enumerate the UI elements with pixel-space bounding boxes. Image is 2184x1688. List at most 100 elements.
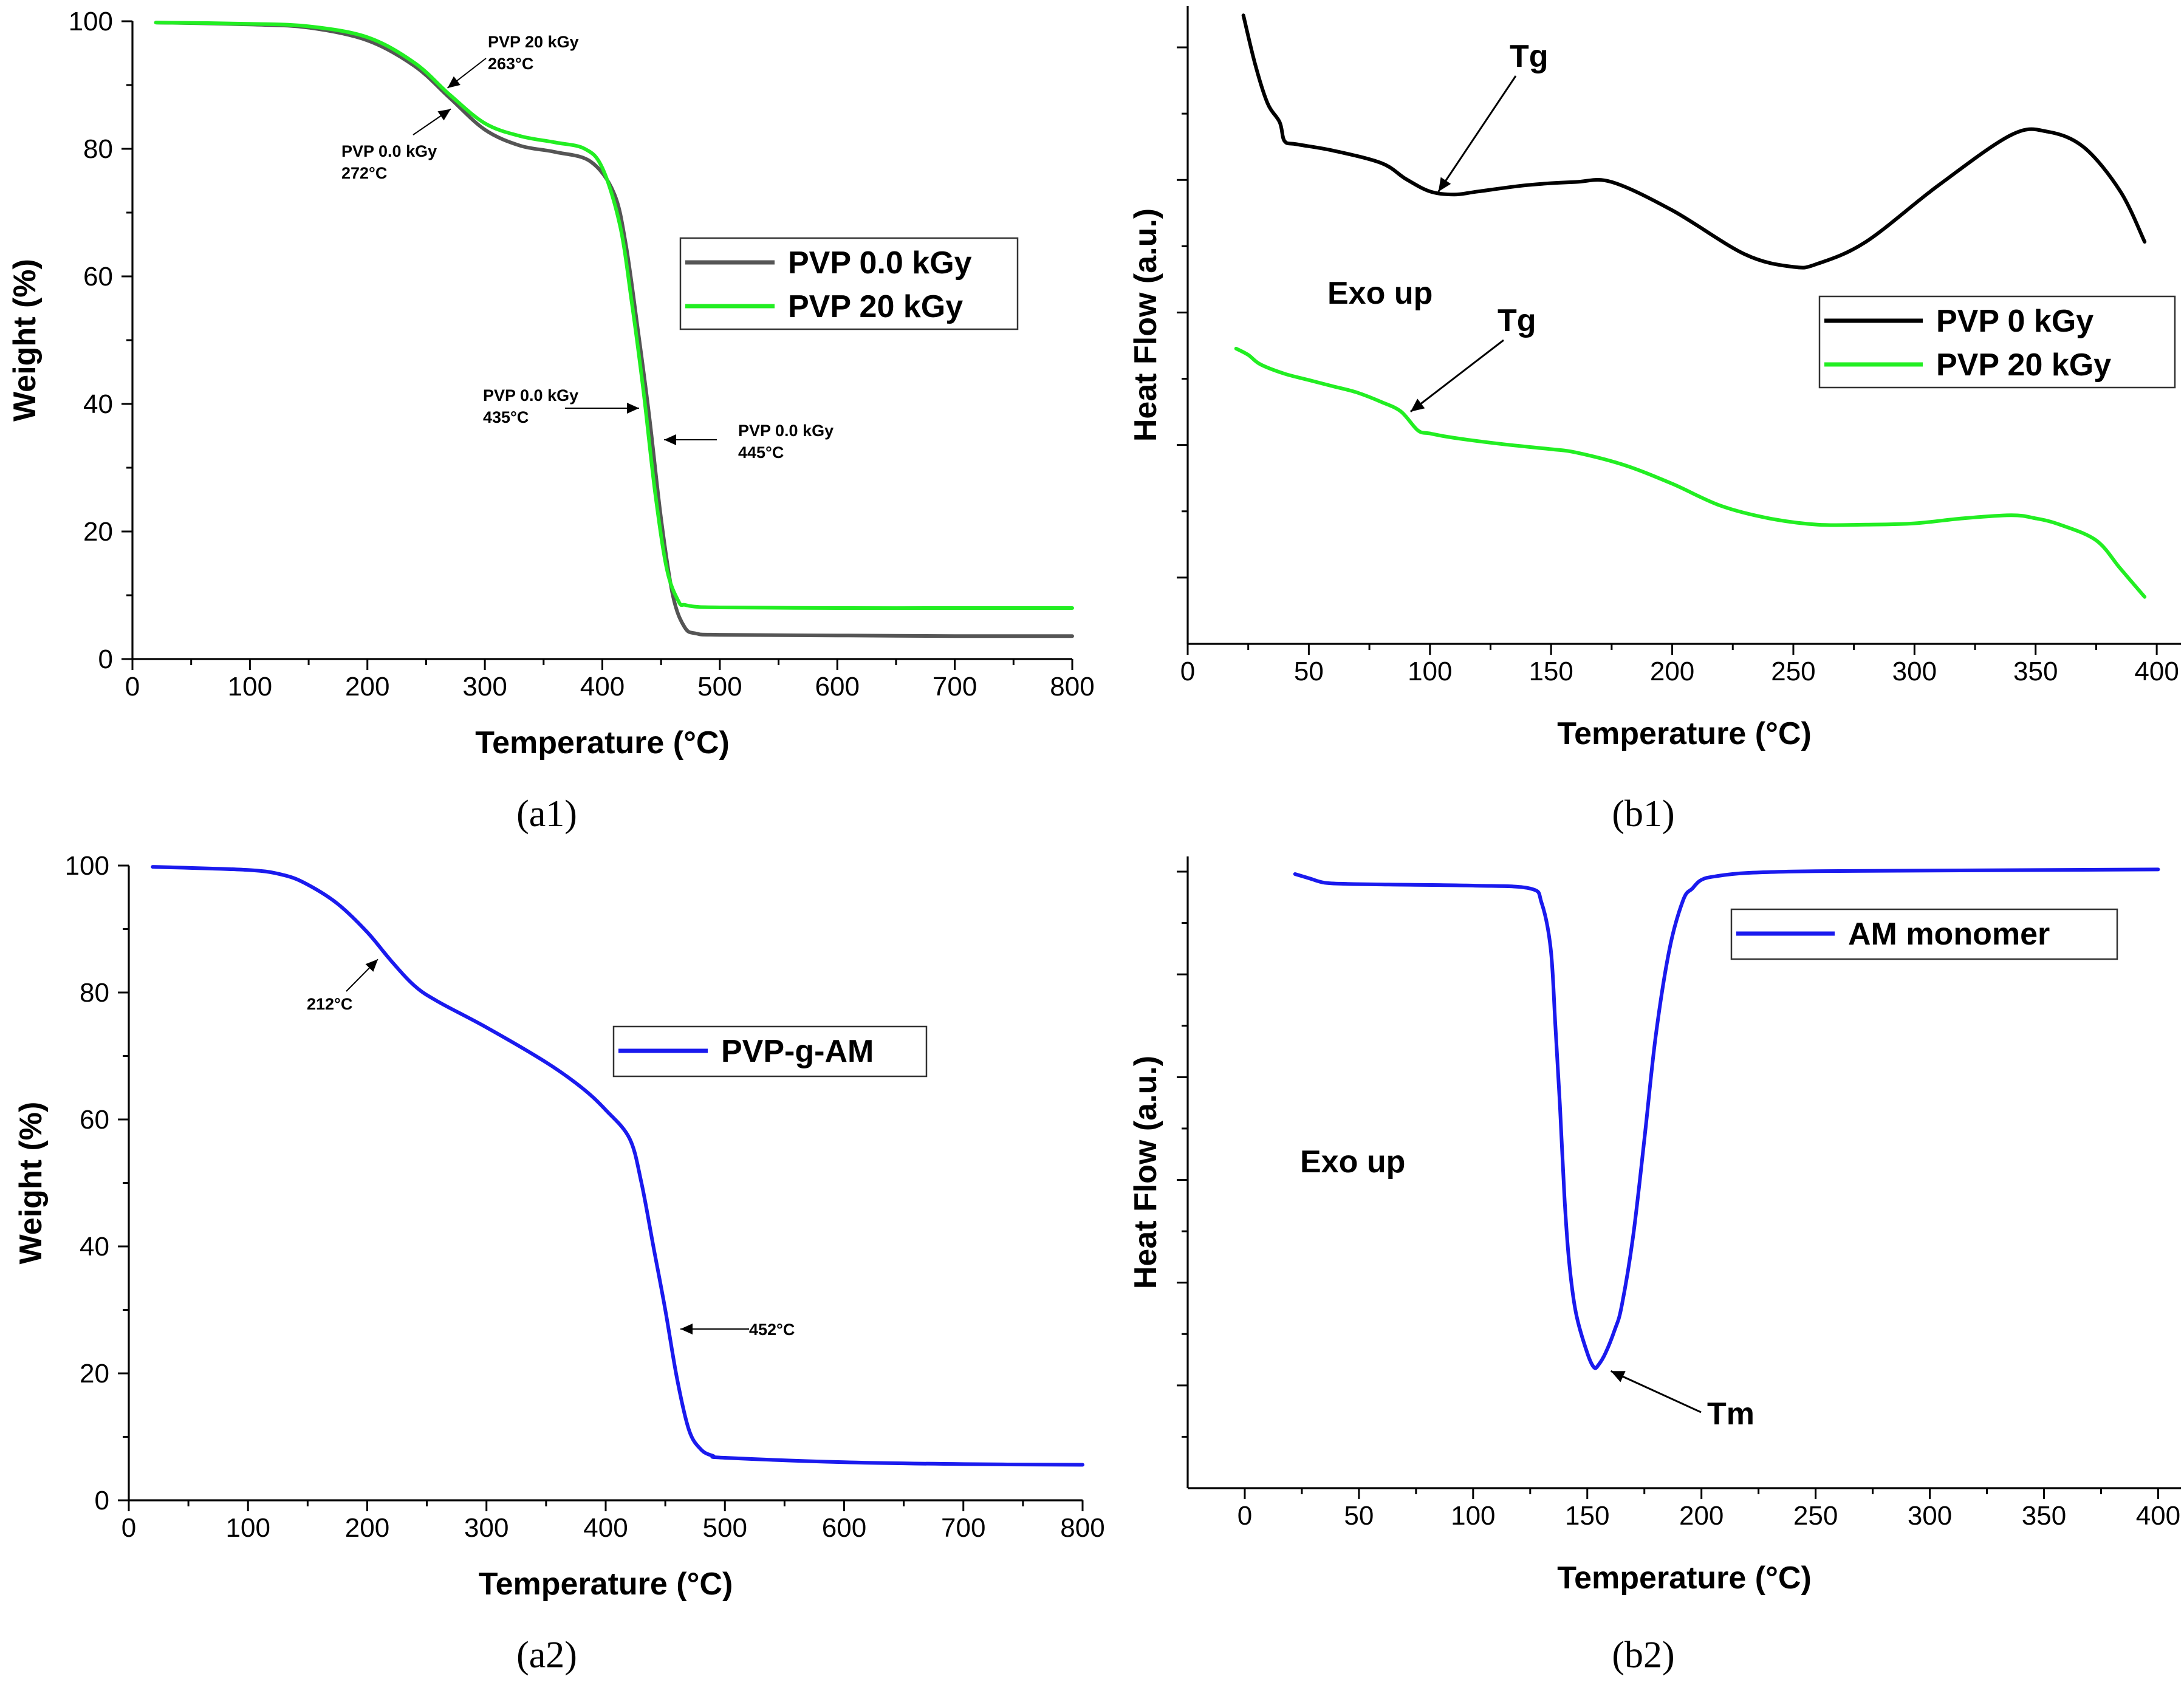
y-tick-label: 40 (80, 1232, 109, 1262)
x-tick-label: 250 (1793, 1501, 1838, 1531)
x-tick-label: 0 (1180, 657, 1195, 686)
panel-caption: (b2) (1612, 1635, 1674, 1676)
legend-entry: PVP 20 kGy (1936, 347, 2111, 383)
series-line (1241, 13, 2147, 270)
annotation-arrow-line (1610, 1370, 1702, 1413)
x-tick-label: 100 (228, 672, 272, 702)
annotation-label: PVP 0.0 kGy (341, 142, 437, 160)
annotation-arrow-head (437, 109, 451, 121)
legend-box (1818, 295, 2176, 389)
legend-entry: PVP 0.0 kGy (788, 245, 972, 281)
y-tick-label: 60 (83, 262, 113, 292)
series-line (154, 21, 1074, 610)
y-tick-label: 20 (83, 517, 113, 547)
annotation-arrow-line (1437, 75, 1517, 193)
x-tick-label: 600 (815, 672, 860, 702)
annotation-label: PVP 0.0 kGy (483, 386, 578, 405)
panel-a1: 0 100 200 300 400 500 600 700 800 0 20 40 60 80 100 Tem… (7, 7, 1095, 835)
annotation-arrow-head (1438, 177, 1451, 192)
y-tick-label: 40 (83, 389, 113, 419)
annotation-label: Tm (1707, 1396, 1754, 1432)
y-tick-label: 0 (98, 644, 113, 674)
x-tick-label: 400 (583, 1513, 628, 1543)
x-tick-label: 800 (1060, 1513, 1104, 1543)
x-axis-label: Temperature (°C) (1557, 1560, 1812, 1596)
legend-box (679, 237, 1019, 330)
y-tick-label: 100 (65, 851, 109, 881)
x-tick-label: 0 (122, 1513, 136, 1543)
panel-caption: (a1) (516, 793, 577, 835)
annotation-arrow-line (1409, 339, 1504, 412)
x-tick-label: 400 (580, 672, 625, 702)
annotation-arrow-head (1410, 398, 1425, 412)
x-tick-label: 500 (703, 1513, 747, 1543)
panel-caption: (b1) (1612, 793, 1674, 835)
x-tick-label: 300 (464, 1513, 508, 1543)
panel-caption: (a2) (516, 1635, 577, 1676)
y-tick-label: 60 (80, 1105, 109, 1135)
legend-entry: PVP-g-AM (721, 1034, 874, 1069)
x-tick-label: 50 (1294, 657, 1324, 686)
series-line (154, 21, 1074, 638)
x-tick-label: 350 (2022, 1501, 2066, 1531)
y-axis-label: Heat Flow (a.u.) (1128, 1056, 1163, 1289)
x-tick-label: 700 (933, 672, 977, 702)
x-axis-label: Temperature (°C) (1557, 716, 1812, 751)
annotation-arrow-head (680, 1324, 693, 1334)
annotation-label: Exo up (1300, 1144, 1405, 1180)
x-tick-label: 600 (822, 1513, 866, 1543)
annotation-arrow-head (664, 434, 676, 445)
annotation-arrow-head (1611, 1371, 1626, 1382)
y-tick-label: 80 (80, 978, 109, 1008)
y-tick-label: 0 (95, 1486, 109, 1515)
annotation-label: 212°C (307, 995, 352, 1013)
x-tick-label: 150 (1528, 657, 1573, 686)
x-tick-label: 50 (1344, 1501, 1374, 1531)
annotation-label: 452°C (749, 1321, 795, 1339)
y-axis-label: Weight (%) (7, 259, 43, 422)
y-tick-label: 100 (69, 7, 113, 36)
annotation-label: Tg (1498, 303, 1536, 338)
annotation-label: Tg (1510, 39, 1549, 74)
y-axis-label: Heat Flow (a.u.) (1128, 208, 1163, 442)
annotation-label: 445°C (738, 443, 784, 462)
x-tick-label: 300 (462, 672, 507, 702)
x-tick-label: 300 (1908, 1501, 1952, 1531)
series-line (1234, 346, 2147, 599)
annotation-label: Exo up (1327, 276, 1433, 311)
x-tick-label: 0 (1237, 1501, 1252, 1531)
panel-b1: 0 50 100 150 200 250 300 350 400 Temperature (°C)… (1128, 6, 2181, 835)
x-tick-label: 200 (345, 672, 389, 702)
panel-b2: 0 50 100 150 200 250 300 350 400 Temperature (°C)… (1128, 856, 2181, 1676)
x-tick-label: 300 (1892, 657, 1937, 686)
x-tick-label: 200 (1650, 657, 1694, 686)
x-tick-label: 400 (2136, 1501, 2180, 1531)
x-tick-label: 100 (1408, 657, 1452, 686)
x-tick-label: 100 (226, 1513, 270, 1543)
y-tick-label: 80 (83, 134, 113, 164)
x-tick-label: 350 (2013, 657, 2058, 686)
x-tick-label: 800 (1050, 672, 1094, 702)
x-axis-label: Temperature (°C) (475, 725, 730, 760)
x-tick-label: 250 (1771, 657, 1815, 686)
x-tick-label: 0 (125, 672, 140, 702)
series-line (151, 865, 1084, 1467)
annotation-label: PVP 0.0 kGy (738, 422, 834, 440)
x-tick-label: 200 (345, 1513, 389, 1543)
annotation-label: PVP 20 kGy (488, 33, 579, 51)
annotation-arrow-head (627, 403, 639, 414)
legend-entry: AM monomer (1848, 917, 2050, 952)
annotation-label: 435°C (483, 408, 529, 426)
annotation-arrow-head (365, 959, 378, 972)
panel-a2: 0 100 200 300 400 500 600 700 800 0 20 40 60 80 100 Tem… (13, 851, 1105, 1676)
x-tick-label: 500 (697, 672, 742, 702)
x-tick-label: 700 (941, 1513, 985, 1543)
legend-entry: PVP 0 kGy (1936, 304, 2093, 339)
x-tick-label: 200 (1679, 1501, 1724, 1531)
y-axis-label: Weight (%) (13, 1102, 49, 1265)
annotation-arrow-head (447, 76, 460, 88)
x-tick-label: 400 (2134, 657, 2179, 686)
annotation-label: 263°C (488, 55, 533, 73)
x-tick-label: 100 (1451, 1501, 1495, 1531)
